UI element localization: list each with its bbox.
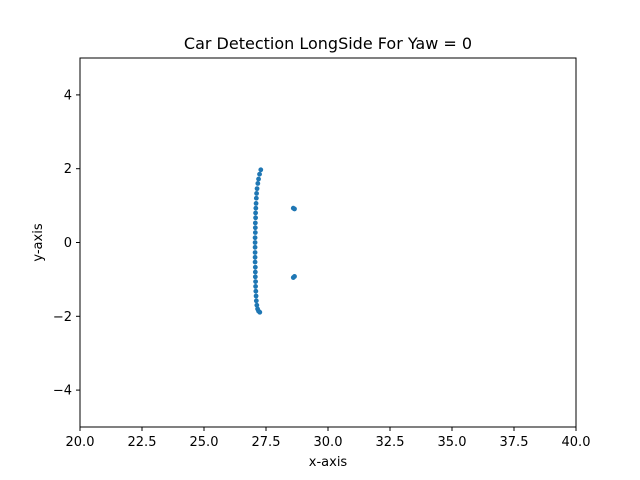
x-tick-label: 37.5 xyxy=(500,435,529,450)
data-point xyxy=(253,293,259,299)
data-point xyxy=(252,240,258,245)
y-tick-label: 0 xyxy=(64,236,72,251)
data-point xyxy=(252,235,258,241)
data-point xyxy=(252,264,258,270)
data-point xyxy=(252,230,258,235)
data-point xyxy=(252,220,258,226)
data-point xyxy=(254,302,260,308)
data-point xyxy=(257,309,263,315)
data-point xyxy=(253,205,259,211)
data-point xyxy=(254,191,259,196)
data-point xyxy=(252,254,258,260)
x-tick-label: 22.5 xyxy=(128,435,157,450)
x-tick-label: 20.0 xyxy=(66,435,95,450)
y-ticks: −4 −2 0 2 4 xyxy=(53,88,80,399)
data-point xyxy=(253,200,259,206)
data-point xyxy=(253,195,259,201)
data-point xyxy=(252,225,258,231)
data-point xyxy=(258,167,264,173)
x-tick-label: 40.0 xyxy=(562,435,591,450)
data-point xyxy=(253,210,258,216)
x-axis-label: x-axis xyxy=(309,455,348,470)
y-tick-label: 4 xyxy=(64,88,72,103)
y-axis-label: y-axis xyxy=(31,223,46,261)
data-point xyxy=(257,171,262,177)
data-point xyxy=(292,206,297,212)
data-point xyxy=(252,274,258,280)
points-layer xyxy=(252,167,297,315)
x-ticks: 20.0 22.5 25.0 27.5 30.0 32.5 35.0 37.5 40.0 xyxy=(66,427,591,450)
data-point xyxy=(255,181,261,186)
data-point xyxy=(254,186,260,192)
y-tick-label: −4 xyxy=(53,384,72,399)
data-point xyxy=(253,298,259,304)
data-point xyxy=(252,250,258,255)
x-tick-label: 35.0 xyxy=(438,435,467,450)
data-point xyxy=(252,259,258,265)
x-tick-label: 32.5 xyxy=(376,435,405,450)
x-tick-label: 25.0 xyxy=(190,435,219,450)
data-point xyxy=(252,269,258,275)
x-tick-label: 27.5 xyxy=(252,435,281,450)
x-tick-label: 30.0 xyxy=(314,435,343,450)
data-point xyxy=(253,288,259,294)
chart-title: Car Detection LongSide For Yaw = 0 xyxy=(184,34,472,53)
y-tick-label: 2 xyxy=(64,162,72,177)
data-point xyxy=(253,284,258,289)
data-point xyxy=(253,279,258,285)
data-point xyxy=(256,176,261,182)
data-point xyxy=(252,244,258,250)
data-point xyxy=(253,215,258,221)
y-tick-label: −2 xyxy=(53,310,72,325)
data-point xyxy=(292,274,297,279)
